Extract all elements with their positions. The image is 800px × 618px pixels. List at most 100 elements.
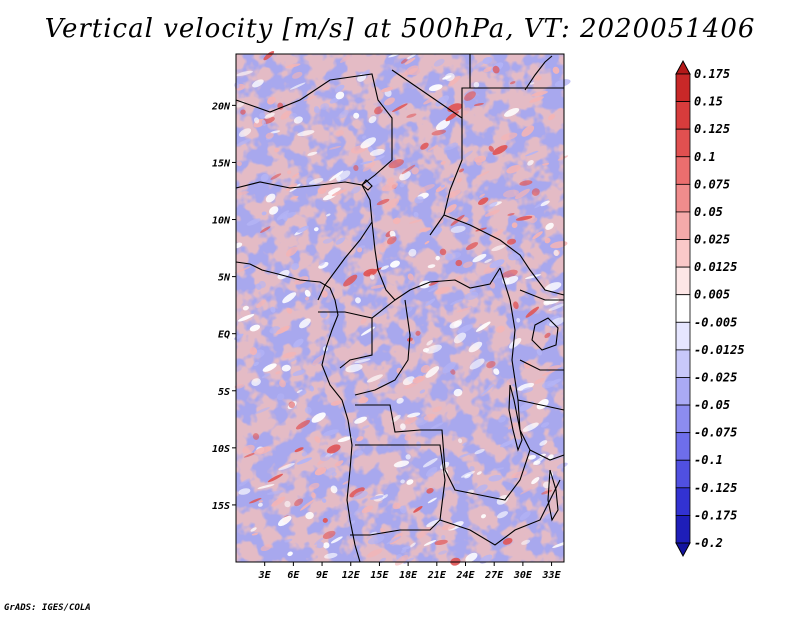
field-patch [465,242,479,251]
lat-tick-label: 15S [212,501,230,512]
field-patch [322,530,336,539]
field-patch [334,84,345,93]
field-patch [442,361,456,374]
field-patch [360,318,367,324]
colorbar-swatch [675,487,691,516]
field-patch [442,75,452,80]
colorbar-swatch [675,377,691,406]
field-patch [396,367,403,374]
field-patch [380,265,389,270]
field-patch [382,494,389,499]
field-patch [293,116,303,124]
field-patch [497,511,508,519]
field-patch [550,241,568,249]
field-patch [277,102,284,110]
field-patch [374,106,383,115]
lat-tick-label: 15N [212,158,231,169]
colorbar-swatch [675,432,691,461]
field-patch [340,53,352,63]
field-patch [489,229,504,241]
field-patch [556,462,568,469]
coastline [235,261,361,563]
field-patch [335,130,344,137]
field-patch [349,487,365,498]
map-title: Vertical velocity [m/s] at 500hPa, VT: 2… [44,14,756,44]
field-patch [311,492,316,499]
field-patch [287,170,292,175]
field-patch [481,514,486,519]
colorbar-label: -0.2 [694,536,723,550]
field-patch [456,107,471,118]
field-patch [234,383,245,389]
field-patch [426,466,438,477]
field-patch [292,71,303,79]
field-patch [527,160,534,166]
field-patch [259,112,266,119]
colorbar-label: 0.005 [694,288,730,302]
field-patch [498,416,507,423]
field-patch [270,173,282,180]
field-patch [305,296,310,301]
field-patch [469,287,476,292]
field-patch [530,217,538,224]
field-patch [354,450,364,456]
field-patch [438,550,448,555]
field-patch [557,155,569,161]
field-patch [419,227,432,232]
field-patch [252,433,260,440]
field-patch [469,358,485,370]
field-patch [436,119,450,131]
field-patch [377,381,386,387]
field-patch [362,135,367,139]
field-patch [236,70,253,77]
field-patch [520,487,533,495]
field-patch [406,307,413,313]
field-patch [367,146,374,153]
field-patch [425,298,436,306]
field-patch [337,436,353,443]
field-patch [261,373,271,379]
field-patch [255,407,270,414]
field-patch [549,317,565,327]
border-congo-drc [339,299,411,396]
field-patch [287,357,298,363]
field-patch [419,184,435,192]
field-patch [423,97,436,105]
field-patch [297,225,309,233]
field-patch [509,338,522,349]
field-patch [236,138,252,146]
field-patch [548,114,556,121]
field-patch [474,448,485,455]
field-patch [531,188,540,196]
border-nigeria-north [235,181,373,223]
field-patch [411,167,419,175]
field-patch [458,168,465,173]
lat-tick-label: EQ [218,330,230,341]
field-patch [519,511,531,521]
field-patch [384,198,400,210]
field-patch [473,81,480,88]
field-patch [400,72,409,78]
field-patch [238,488,251,495]
map-frame [235,53,565,563]
lon-tick-label: 9E [316,570,329,581]
field-patch [400,479,405,484]
field-patch [425,366,440,378]
field-patch [513,301,519,310]
field-patch [262,363,277,372]
field-patch [443,142,459,151]
colorbar-label: -0.1 [694,453,723,467]
colorbar: 0.175 0.15 0.125 0.1 0.075 0.05 0.025 0.0125 0.0… [675,59,745,558]
field-patch [342,480,351,485]
field-patch [362,425,370,430]
field-patch [529,96,544,103]
field-patch [506,378,517,385]
field-patch [317,187,327,195]
field-patch [534,378,545,384]
border-east-africa [517,289,565,461]
field-patch [311,412,326,423]
field-patch [370,495,384,500]
field-patch [408,67,421,76]
field-patch [336,170,351,181]
field-patch [279,379,286,388]
